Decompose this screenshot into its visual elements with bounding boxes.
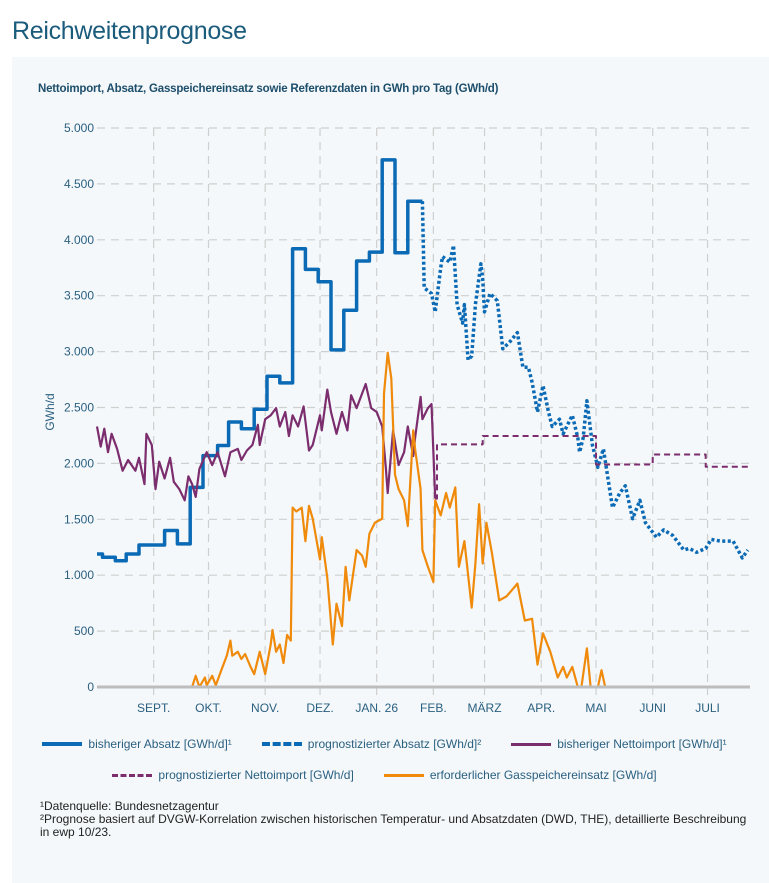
legend-item-bisheriger-nettoimport[interactable]: bisheriger Nettoimport [GWh/d]¹: [511, 737, 727, 751]
series-lines: [95, 158, 750, 689]
legend-item-prognostizierter-nettoimport[interactable]: prognostizierter Nettoimport [GWh/d]: [112, 768, 354, 782]
y-tick-label: 2.000: [64, 456, 94, 470]
footnote-2: ²Prognose basiert auf DVGW-Korrelation z…: [40, 812, 747, 839]
series-line-0: [97, 158, 423, 563]
footnotes: ¹Datenquelle: Bundesnetzagentur ²Prognos…: [40, 800, 755, 839]
legend-item-gasspeichereinsatz[interactable]: erforderlicher Gasspeichereinsatz [GWh/d…: [383, 768, 657, 782]
legend-swatch: [261, 742, 302, 746]
x-tick-label: SEPT.: [137, 701, 170, 715]
legend-label: prognostizierter Absatz [GWh/d]²: [307, 737, 482, 751]
legend-row-2: prognostizierter Nettoimport [GWh/d] erf…: [0, 768, 769, 782]
x-tick-label: JUNI: [639, 701, 666, 715]
series-line-1: [420, 201, 750, 560]
legend-swatch: [112, 773, 153, 777]
y-tick-label: 4.500: [64, 177, 94, 191]
series-line-2: [95, 382, 437, 502]
y-axis-label: GWh/d: [43, 393, 57, 430]
legend-label: prognostizierter Nettoimport [GWh/d]: [158, 768, 354, 782]
x-tick-label: NOV.: [251, 701, 279, 715]
x-tick-label: JAN. 26: [355, 701, 398, 715]
legend-swatch: [511, 742, 552, 746]
legend-swatch: [383, 773, 424, 777]
legend-item-prognostizierter-absatz[interactable]: prognostizierter Absatz [GWh/d]²: [261, 737, 482, 751]
x-tick-label: MÄRZ: [468, 701, 502, 715]
x-tick-label: DEZ.: [306, 701, 333, 715]
legend-label: erforderlicher Gasspeichereinsatz [GWh/d…: [429, 768, 657, 782]
series-line-4: [191, 351, 607, 689]
axes: 0 500 1.000 1.500 2.000 2.500 3.000 3.500 4.000 4…: [64, 121, 750, 715]
y-tick-label: 0: [87, 680, 94, 694]
series-line-3: [435, 435, 748, 500]
legend-label: bisheriger Nettoimport [GWh/d]¹: [557, 737, 727, 751]
y-tick-label: 5.000: [64, 121, 94, 135]
legend-swatch: [42, 742, 83, 746]
legend-item-bisheriger-absatz[interactable]: bisheriger Absatz [GWh/d]¹: [42, 737, 232, 751]
x-tick-label: APR.: [527, 701, 555, 715]
x-tick-label: JULI: [695, 701, 720, 715]
y-tick-label: 3.500: [64, 289, 94, 303]
y-tick-label: 4.000: [64, 233, 94, 247]
legend-row-1: bisheriger Absatz [GWh/d]¹ prognostizier…: [0, 737, 769, 751]
y-tick-label: 1.000: [64, 568, 94, 582]
x-tick-label: FEB.: [420, 701, 447, 715]
legend-label: bisheriger Absatz [GWh/d]¹: [88, 737, 232, 751]
page-title: Reichweitenprognose: [12, 17, 247, 45]
y-tick-label: 3.000: [64, 345, 94, 359]
y-tick-label: 1.500: [64, 512, 94, 526]
x-tick-label: OKT.: [195, 701, 222, 715]
chart-title: Nettoimport, Absatz, Gasspeichereinsatz …: [38, 83, 499, 95]
footnote-1: ¹Datenquelle: Bundesnetzagentur: [40, 799, 219, 813]
y-tick-label: 500: [74, 624, 94, 638]
y-tick-label: 2.500: [64, 401, 94, 415]
x-tick-label: MAI: [585, 701, 606, 715]
